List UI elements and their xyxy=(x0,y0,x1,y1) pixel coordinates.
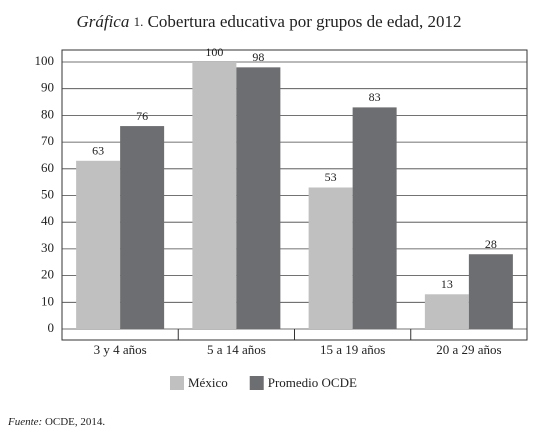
bar xyxy=(236,67,281,329)
bar xyxy=(424,294,469,329)
title-text: Cobertura educativa por grupos de edad, … xyxy=(148,12,462,31)
y-tick-label: 80 xyxy=(41,106,54,121)
x-tick-label: 15 a 19 años xyxy=(320,342,385,357)
x-tick-label: 20 a 29 años xyxy=(436,342,501,357)
source-note: Fuente: OCDE, 2014. xyxy=(7,416,105,428)
source-text: OCDE, 2014. xyxy=(45,416,105,428)
chart-title: Gráfica 1. Cobertura educativa por grupo… xyxy=(76,12,461,31)
data-label: 63 xyxy=(92,144,104,158)
bar xyxy=(192,62,237,329)
y-tick-label: 50 xyxy=(41,186,54,201)
bar xyxy=(308,187,353,329)
legend-swatch xyxy=(249,376,264,390)
title-label: Gráfica xyxy=(76,12,129,31)
data-label: 83 xyxy=(369,90,381,104)
x-tick-label: 3 y 4 años xyxy=(94,342,147,357)
title-number: 1. xyxy=(134,14,144,29)
y-tick-label: 20 xyxy=(41,267,54,282)
bar xyxy=(76,160,121,329)
bar xyxy=(120,126,165,329)
y-tick-label: 70 xyxy=(41,133,54,148)
data-label: 53 xyxy=(325,170,337,184)
bar xyxy=(468,254,513,329)
legend-label: Promedio OCDE xyxy=(268,375,357,390)
data-label: 98 xyxy=(252,50,264,64)
source-label: Fuente: xyxy=(7,416,42,428)
data-label: 76 xyxy=(136,109,148,123)
data-label: 13 xyxy=(441,277,453,291)
data-label: 28 xyxy=(485,237,497,251)
y-tick-label: 90 xyxy=(41,80,54,95)
y-tick-label: 40 xyxy=(41,213,54,228)
legend-label: México xyxy=(188,375,228,390)
y-tick-label: 0 xyxy=(48,320,55,335)
y-tick-label: 60 xyxy=(41,160,54,175)
legend-swatch xyxy=(170,376,184,390)
data-label: 100 xyxy=(205,45,223,59)
bar xyxy=(352,107,397,329)
y-tick-label: 10 xyxy=(41,293,54,308)
y-tick-label: 100 xyxy=(35,53,55,68)
x-tick-label: 5 a 14 años xyxy=(207,342,266,357)
y-tick-label: 30 xyxy=(41,240,54,255)
